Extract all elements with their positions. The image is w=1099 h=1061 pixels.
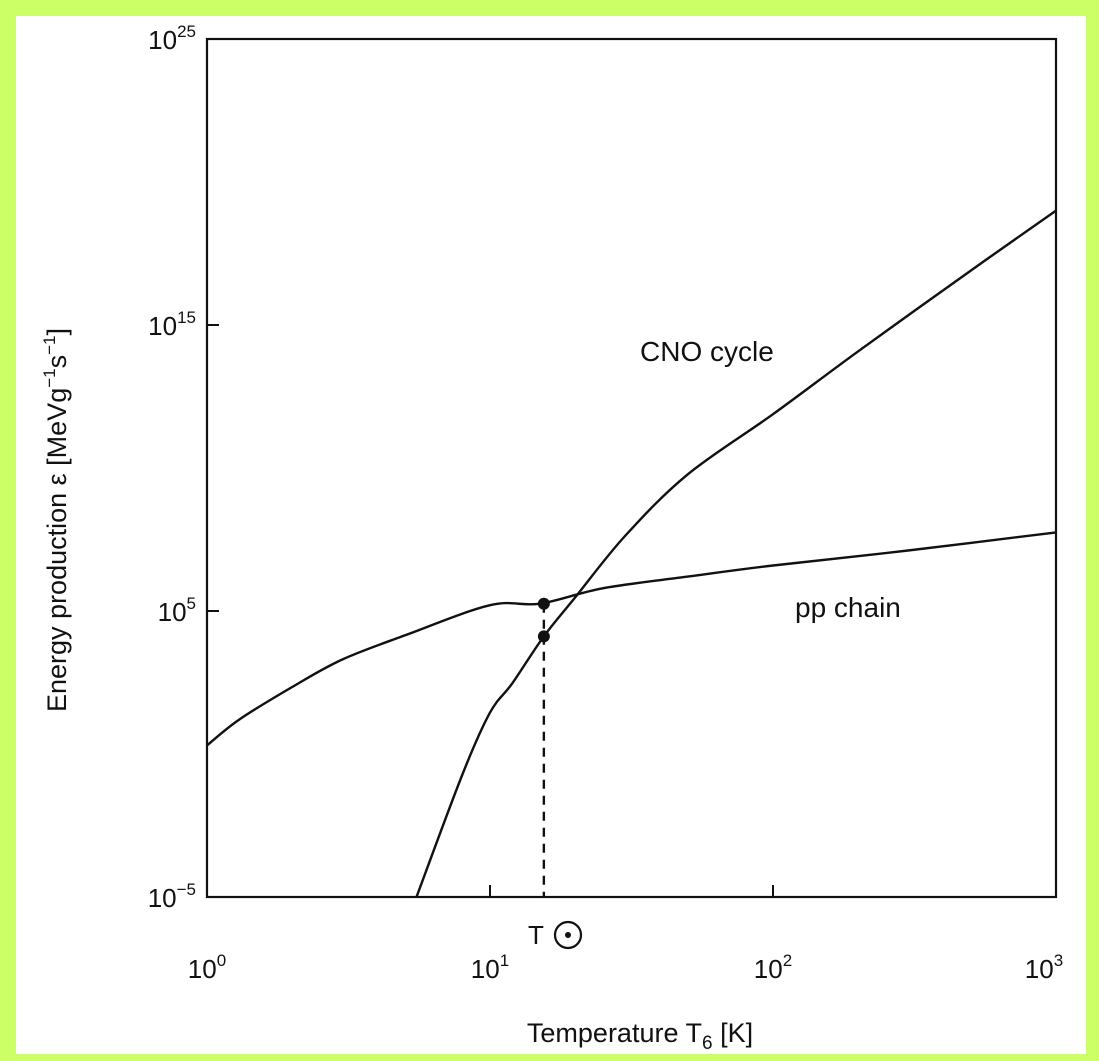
y-tick-label-1: 105 (158, 594, 196, 627)
x-axis-title: Temperature T6 [K] (527, 1018, 753, 1054)
x-tick-label-3: 103 (1025, 951, 1063, 984)
y-tick-label-2-exponent: 15 (177, 308, 196, 327)
x-tick-label-0: 100 (188, 951, 226, 984)
y-axis-title-sup1: −1 (40, 368, 59, 387)
plot-frame (205, 37, 1058, 899)
series-label-pp: pp chain (795, 592, 901, 623)
tick-layer (206, 38, 1057, 898)
y-tick-label-1-base: 10 (158, 597, 187, 627)
x-tick-label-3-exponent: 3 (1054, 951, 1063, 970)
y-tick-label-0: 10−5 (148, 880, 196, 913)
series-label-cno: CNO cycle (640, 336, 774, 367)
x-tick-label-2-exponent: 2 (783, 951, 792, 970)
border-green-bottom (0, 1054, 1099, 1061)
x-tick-label-1-base: 10 (471, 954, 500, 984)
y-tick-label-2-base: 10 (148, 311, 177, 341)
series-layer (206, 209, 1057, 898)
x-axis-title-main: Temperature T (527, 1018, 702, 1048)
border-green-top (0, 0, 1099, 16)
y-tick-label-3-exponent: 25 (177, 22, 196, 41)
y-tick-label-0-base: 10 (148, 883, 177, 913)
intersection-dot-1 (537, 597, 550, 610)
x-tick-label-1: 101 (471, 951, 509, 984)
y-tick-label-3: 1025 (148, 22, 196, 55)
x-axis-title-sub: 6 (702, 1033, 713, 1054)
y-axis-title-mid: s (42, 355, 72, 369)
border-green-right (1086, 0, 1099, 1061)
y-axis-title-main: Energy production ε [MeVg (42, 388, 72, 712)
y-tick-label-1-exponent: 5 (187, 594, 196, 613)
annotation-layer (537, 597, 550, 897)
series-line-cno-cycle (415, 209, 1057, 898)
y-tick-label-3-base: 10 (148, 25, 177, 55)
y-axis-title-sup2: −1 (40, 336, 59, 355)
sun-symbol-icon (553, 920, 583, 950)
x-tick-label-2-base: 10 (754, 954, 783, 984)
x-tick-label-0-base: 10 (188, 954, 217, 984)
x-tick-label-0-exponent: 0 (217, 951, 226, 970)
y-axis-title-end: ] (42, 328, 72, 336)
sun-temperature-T: T (528, 920, 544, 950)
y-tick-label-2: 1015 (148, 308, 196, 341)
x-tick-label-1-exponent: 1 (500, 951, 509, 970)
sun-symbol-dot (565, 932, 571, 938)
x-tick-label-3-base: 10 (1025, 954, 1054, 984)
y-axis-title: Energy production ε [MeVg−1s−1] (40, 328, 72, 712)
y-tick-label-0-exponent: −5 (177, 880, 196, 899)
series-line-pp-chain (206, 531, 1057, 747)
border-green-left (0, 0, 16, 1061)
intersection-dot-2 (537, 630, 550, 643)
x-axis-title-unit: [K] (713, 1018, 754, 1048)
x-tick-label-2: 102 (754, 951, 792, 984)
sun-temperature-label: T (528, 920, 583, 950)
